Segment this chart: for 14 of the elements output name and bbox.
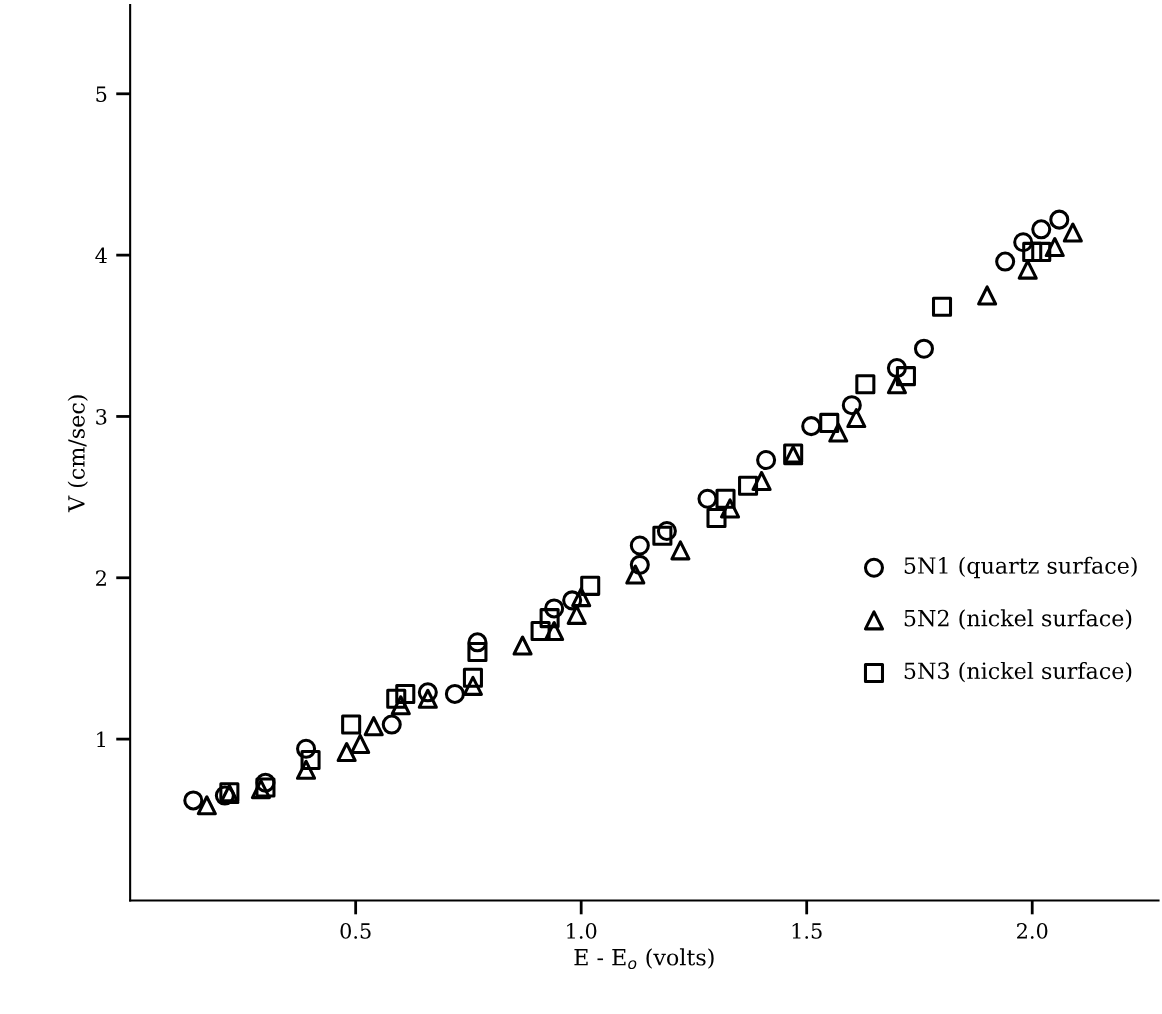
y-tick-label: 3 — [96, 408, 107, 425]
x-tick-label: 2.0 — [1017, 923, 1048, 939]
x-tick-label: 1.0 — [567, 923, 597, 939]
legend-label: 5N1 (quartz surface) — [904, 556, 1137, 579]
y-axis-title: V (cm/sec) — [67, 395, 88, 513]
y-tick-label: 4 — [95, 247, 107, 264]
x-tick-label: 1.5 — [792, 923, 822, 939]
legend-label: 5N3 (nickel surface) — [904, 661, 1132, 683]
y-tick-label: 2 — [96, 570, 106, 586]
y-tick-label: 1 — [97, 731, 105, 748]
x-tick-label: 0.5 — [340, 923, 371, 939]
x-axis-title: E - E$_{o}$ (volts) — [574, 948, 714, 970]
y-tick-label: 5 — [96, 86, 107, 103]
legend-label: 5N2 (nickel surface) — [904, 609, 1132, 630]
